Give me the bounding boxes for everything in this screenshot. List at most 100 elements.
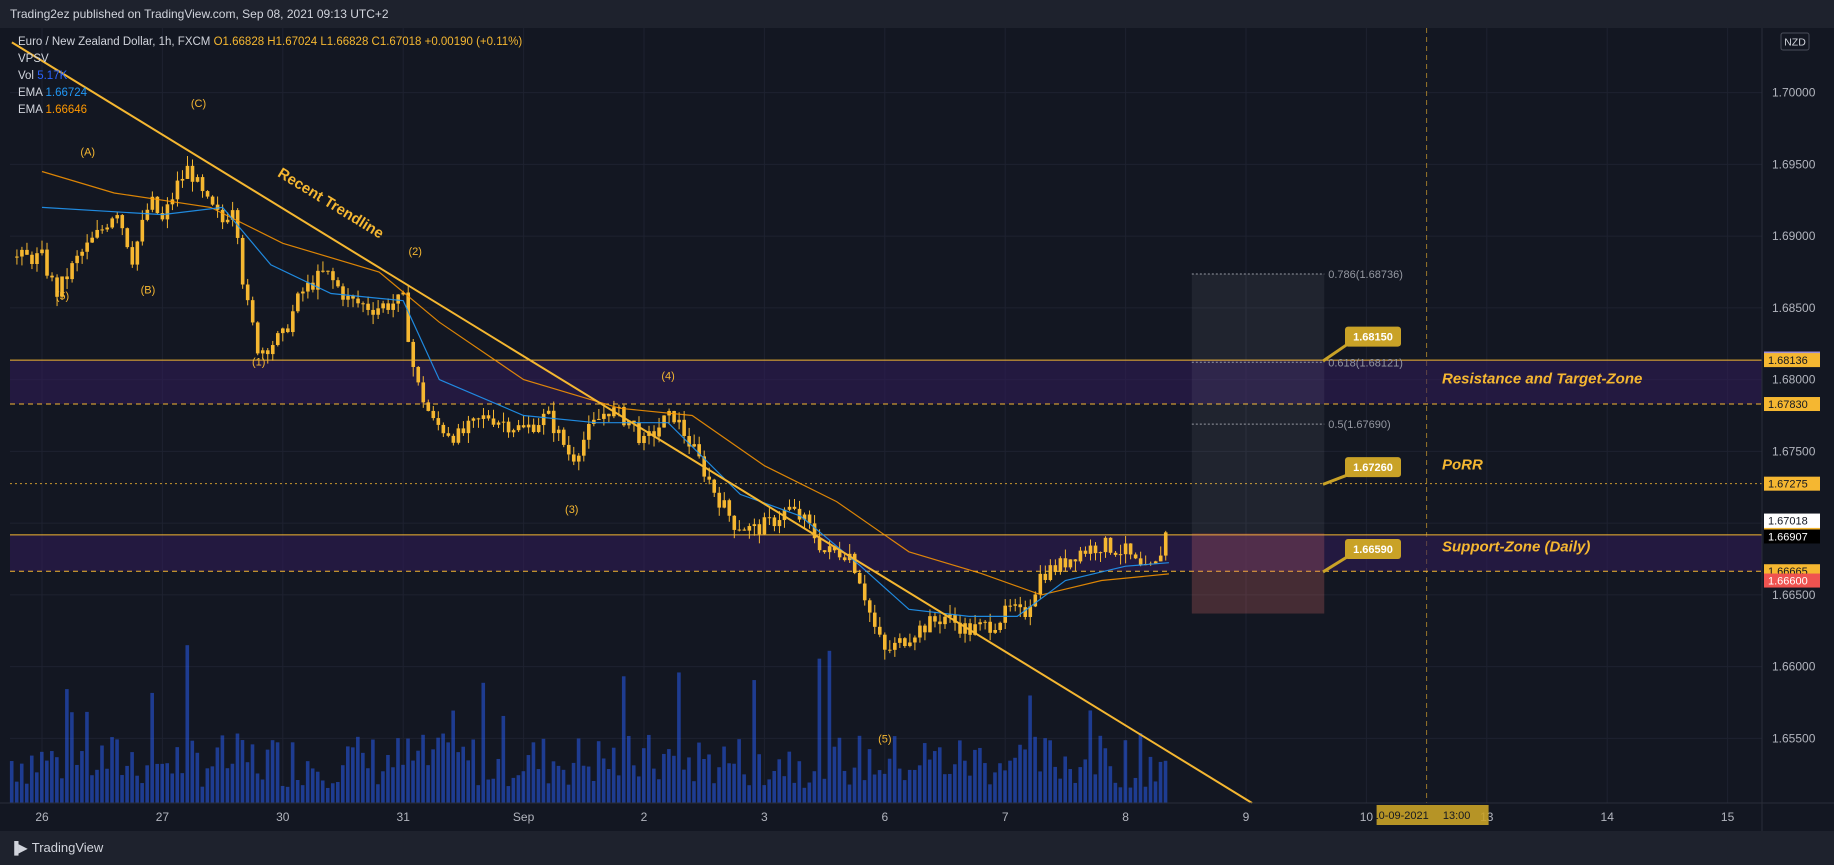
candle-body xyxy=(692,444,696,447)
candle-body xyxy=(767,517,772,519)
candle-body xyxy=(556,429,561,434)
volume-bar xyxy=(265,749,270,803)
volume-bar xyxy=(642,748,646,803)
volume-bar xyxy=(1138,733,1143,803)
volume-bar xyxy=(401,764,405,803)
volume-bar xyxy=(737,739,741,803)
x-tick-label: 8 xyxy=(1122,810,1129,824)
candle-body xyxy=(235,210,240,238)
volume-bar xyxy=(325,787,330,803)
volume-bar xyxy=(386,754,390,803)
candle-body xyxy=(396,294,400,304)
candle-body xyxy=(140,219,145,242)
legend-vol-row[interactable]: Vol 5.17K xyxy=(18,68,522,85)
volume-bar xyxy=(275,742,280,803)
y-tick-label: 1.69500 xyxy=(1772,157,1816,171)
volume-bar xyxy=(150,692,154,803)
volume-bar xyxy=(19,763,24,803)
volume-bar xyxy=(777,759,782,803)
candle-body xyxy=(762,517,767,535)
candle-body xyxy=(311,282,315,290)
volume-bar xyxy=(115,739,119,803)
volume-bar xyxy=(466,760,471,803)
volume-bar xyxy=(175,747,180,803)
volume-bar xyxy=(135,775,139,803)
x-tick-label: 6 xyxy=(881,810,888,824)
candle-body xyxy=(541,413,546,426)
volume-bar xyxy=(882,773,887,803)
candle-body xyxy=(255,322,260,354)
volume-bar xyxy=(155,763,159,803)
wave-label: (B) xyxy=(141,285,156,297)
candle-body xyxy=(883,634,887,650)
candle-body xyxy=(642,435,646,444)
annotations: Resistance and Target-Zone PoRR Support-Zo… xyxy=(56,98,1643,746)
candle-body xyxy=(316,270,320,290)
candle-body xyxy=(737,529,742,531)
wave-label: (5) xyxy=(56,290,69,302)
candle-body xyxy=(597,418,601,420)
x-tick-label: 10 xyxy=(1360,810,1374,824)
volume-bar xyxy=(621,676,626,803)
volume-bar xyxy=(521,771,526,803)
volume-bar xyxy=(446,742,450,803)
volume-bar xyxy=(953,764,957,803)
candle-body xyxy=(421,382,426,403)
candle-body xyxy=(697,444,701,457)
volume-bar xyxy=(1158,761,1163,803)
volume-bar xyxy=(892,736,897,803)
volume-bar xyxy=(973,749,977,803)
volume-bar xyxy=(195,752,200,803)
candle-body xyxy=(923,625,927,633)
footer-bar: ▐▶ TradingView xyxy=(0,831,1834,865)
candle-body xyxy=(787,506,792,510)
legend-ema1-row[interactable]: EMA 1.66724 xyxy=(18,85,522,102)
volume-bar xyxy=(647,734,651,803)
candle-body xyxy=(1028,606,1033,617)
candle-body xyxy=(301,291,305,294)
volume-bar xyxy=(636,776,641,803)
candle-body xyxy=(1078,550,1083,562)
candle-body xyxy=(15,256,19,258)
candle-body xyxy=(516,425,521,431)
volume-bar xyxy=(832,746,837,803)
candle-body xyxy=(637,422,641,444)
volume-bar xyxy=(822,778,827,803)
candle-body xyxy=(511,430,516,433)
volume-bar xyxy=(722,746,726,803)
candle-body xyxy=(682,419,686,437)
price-chart[interactable]: 0.786(1.68736) 0.618(1.68121) 0.5(1.67690)… xyxy=(0,28,1834,831)
candle-body xyxy=(336,280,340,287)
volume-bar xyxy=(772,771,777,803)
candle-body xyxy=(210,196,215,205)
candle-body xyxy=(296,293,300,312)
candle-body xyxy=(827,546,832,553)
volume-bar xyxy=(1093,774,1098,803)
volume-bar xyxy=(862,780,867,803)
volume-bar xyxy=(1078,767,1083,803)
volume-bar xyxy=(682,769,686,803)
candle-body xyxy=(652,431,656,437)
footer-brand[interactable]: ▐▶ TradingView xyxy=(10,840,103,855)
volume-bar xyxy=(516,775,521,803)
candle-body xyxy=(275,333,280,346)
trendline: Recent Trendline xyxy=(11,41,1253,804)
candle-body xyxy=(401,292,405,295)
volume-bar xyxy=(381,771,385,803)
candle-body xyxy=(1053,565,1058,572)
volume-bar xyxy=(230,763,235,803)
candle-body xyxy=(551,410,556,434)
candle-body xyxy=(657,427,661,437)
candle-body xyxy=(822,550,827,553)
volume-bar xyxy=(1033,736,1037,803)
legend-ema2-row[interactable]: EMA 1.66646 xyxy=(18,102,522,119)
candle-body xyxy=(862,583,867,601)
volume-bar xyxy=(250,744,255,803)
fib-lower-area xyxy=(1191,533,1325,614)
legend-symbol[interactable]: Euro / New Zealand Dollar, 1h, FXCM xyxy=(18,36,211,48)
volume-bar xyxy=(351,747,355,803)
candle-body xyxy=(115,215,120,219)
legend-vpsv[interactable]: VPSV xyxy=(18,53,49,65)
volume-bar xyxy=(1038,771,1042,803)
candle-body xyxy=(1063,558,1068,568)
